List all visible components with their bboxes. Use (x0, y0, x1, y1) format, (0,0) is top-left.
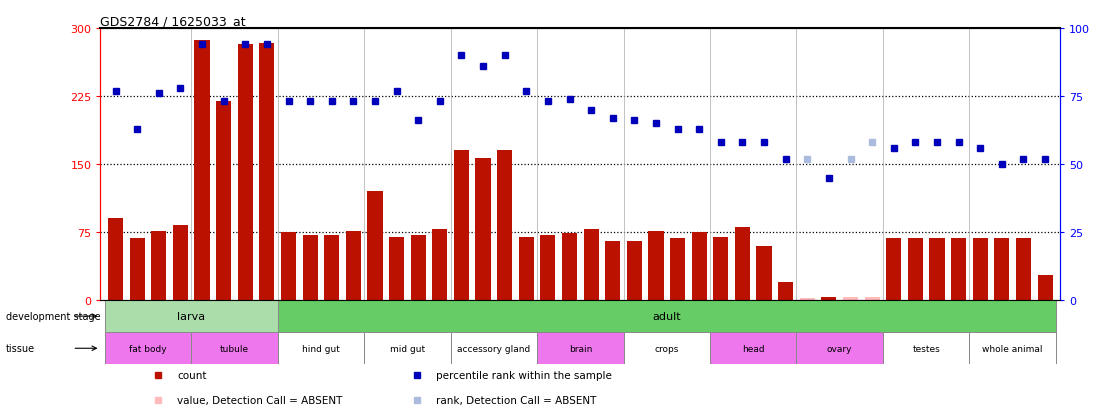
Bar (278, 300, 1056, 332)
Bar (648, 232, 664, 300)
Bar (519, 237, 533, 300)
Bar (278, 332, 364, 364)
Text: head: head (742, 344, 764, 353)
Bar (346, 232, 360, 300)
Bar (692, 233, 706, 300)
Bar (281, 233, 296, 300)
Bar (973, 239, 988, 300)
Bar (108, 219, 123, 300)
Bar (843, 298, 858, 300)
Bar (797, 332, 883, 364)
Bar (710, 332, 797, 364)
Bar (562, 233, 577, 300)
Bar (537, 332, 624, 364)
Bar (497, 151, 512, 300)
Bar (970, 332, 1056, 364)
Bar (194, 40, 210, 300)
Bar (302, 235, 318, 300)
Bar (411, 235, 426, 300)
Bar (129, 239, 145, 300)
Bar (389, 237, 404, 300)
Bar (951, 239, 966, 300)
Bar (624, 332, 710, 364)
Bar (627, 242, 642, 300)
Text: value, Detection Call = ABSENT: value, Detection Call = ABSENT (177, 395, 343, 405)
Text: brain: brain (569, 344, 591, 353)
Bar (259, 44, 275, 300)
Text: rank, Detection Call = ABSENT: rank, Detection Call = ABSENT (436, 395, 597, 405)
Text: GDS2784 / 1625033_at: GDS2784 / 1625033_at (100, 15, 246, 28)
Bar (778, 282, 793, 300)
Bar (930, 239, 944, 300)
Bar (907, 239, 923, 300)
Text: hind gut: hind gut (302, 344, 340, 353)
Bar (454, 151, 469, 300)
Text: testes: testes (912, 344, 940, 353)
Text: larva: larva (177, 311, 205, 321)
Bar (821, 298, 837, 300)
Bar (883, 332, 970, 364)
Text: fat body: fat body (129, 344, 166, 353)
Bar (217, 102, 231, 300)
Text: adult: adult (653, 311, 681, 321)
Bar (865, 298, 879, 300)
Bar (584, 230, 598, 300)
Bar (670, 239, 685, 300)
Text: percentile rank within the sample: percentile rank within the sample (436, 370, 613, 380)
Bar (324, 235, 339, 300)
Bar (432, 230, 448, 300)
Bar (367, 192, 383, 300)
Text: crops: crops (655, 344, 679, 353)
Bar (364, 332, 451, 364)
Bar (105, 300, 278, 332)
Text: mid gut: mid gut (389, 344, 425, 353)
Bar (994, 239, 1009, 300)
Bar (605, 242, 620, 300)
Bar (1038, 275, 1052, 300)
Bar (238, 45, 253, 300)
Bar (105, 332, 191, 364)
Text: accessory gland: accessory gland (458, 344, 530, 353)
Bar (451, 332, 537, 364)
Bar (475, 158, 491, 300)
Text: development stage: development stage (6, 311, 100, 321)
Bar (152, 232, 166, 300)
Bar (173, 225, 187, 300)
Bar (713, 237, 729, 300)
Bar (734, 228, 750, 300)
Bar (191, 332, 278, 364)
Text: tissue: tissue (6, 344, 35, 354)
Bar (1016, 239, 1031, 300)
Bar (886, 239, 902, 300)
Bar (757, 246, 771, 300)
Text: tubule: tubule (220, 344, 249, 353)
Text: count: count (177, 370, 206, 380)
Text: ovary: ovary (827, 344, 853, 353)
Text: whole animal: whole animal (982, 344, 1042, 353)
Bar (540, 235, 556, 300)
Bar (800, 299, 815, 300)
